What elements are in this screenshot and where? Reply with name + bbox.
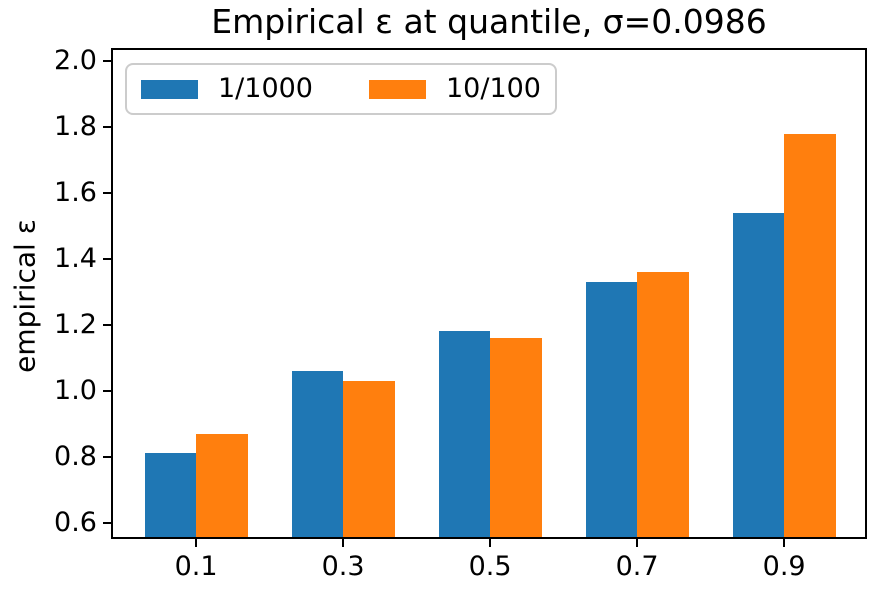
x-tick	[195, 539, 198, 547]
y-tick	[103, 60, 111, 63]
bar-1-1000-x0.3	[291, 370, 344, 537]
y-tick-label: 0.8	[54, 440, 97, 472]
y-tick-label: 1.8	[54, 111, 97, 143]
y-tick-label: 1.6	[54, 177, 97, 208]
bar-1-1000-x0.7	[585, 281, 638, 537]
chart-title: Empirical ε at quantile, σ=0.0986	[211, 2, 767, 41]
bar-10-100-x0.9	[784, 133, 836, 537]
y-tick	[103, 455, 111, 458]
legend-swatch-blue	[141, 79, 198, 99]
y-tick	[103, 389, 111, 392]
y-tick-label: 1.2	[54, 308, 97, 340]
legend-label-10-100: 10/100	[446, 73, 541, 104]
legend: 1/1000 10/100	[125, 63, 557, 115]
y-tick-label: 1.0	[54, 374, 97, 406]
x-tick-label: 0.5	[468, 551, 512, 582]
bar-10-100-x0.7	[637, 272, 689, 537]
bar-1-1000-x0.5	[438, 331, 491, 537]
y-tick-label: 2.0	[54, 45, 97, 77]
y-tick	[103, 126, 111, 129]
legend-entry-10-100: 10/100	[369, 74, 541, 104]
legend-label-1-1000: 1/1000	[218, 73, 313, 104]
y-tick-label: 1.4	[54, 242, 97, 274]
y-tick	[103, 521, 111, 524]
y-tick-label: 0.6	[54, 506, 97, 538]
bar-1-1000-x0.1	[144, 453, 197, 537]
bar-10-100-x0.1	[196, 433, 248, 537]
x-tick	[636, 539, 639, 547]
plot-area	[111, 48, 867, 539]
bar-10-100-x0.5	[490, 337, 542, 537]
x-tick	[489, 539, 492, 547]
y-tick	[103, 257, 111, 260]
y-tick	[103, 323, 111, 326]
x-tick-label: 0.9	[762, 551, 806, 582]
y-tick	[103, 192, 111, 194]
legend-entry-1-1000: 1/1000	[141, 74, 313, 104]
legend-swatch-orange	[369, 79, 426, 99]
x-tick	[783, 539, 786, 547]
x-tick-label: 0.1	[174, 551, 218, 582]
bar-10-100-x0.3	[343, 380, 395, 537]
x-tick	[342, 539, 345, 547]
x-tick-label: 0.7	[615, 551, 659, 582]
bar-1-1000-x0.9	[732, 212, 785, 537]
x-tick-label: 0.3	[321, 551, 365, 582]
